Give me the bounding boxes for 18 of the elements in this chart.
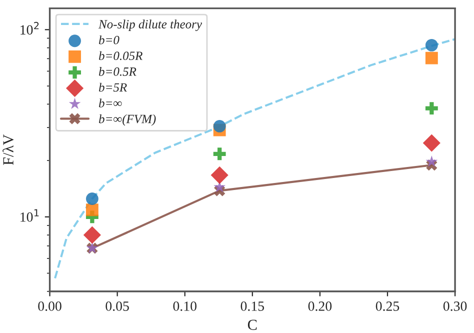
x-tick-label: 0.10 (173, 302, 196, 311)
legend-label: b=5R (98, 82, 127, 92)
x-tick-label: 0.30 (443, 302, 467, 311)
x-axis-title: C (248, 320, 257, 330)
x-tick-label: 0.00 (38, 302, 62, 311)
legend-label: b=∞(FVM) (98, 114, 156, 126)
legend-label: No-slip dilute theory (98, 20, 202, 32)
x-tick-label: 0.25 (376, 302, 400, 311)
x-tick-label: 0.20 (308, 302, 332, 311)
legend-label: b=0.5R (98, 67, 136, 76)
legend-label: b=0.05R (98, 51, 143, 60)
x-tick-label: 0.15 (240, 302, 264, 311)
y-axis-title: F/λV (2, 134, 14, 165)
y-tick-label: 10$^{1}$ (20, 209, 39, 222)
legend-label: b=∞ (98, 98, 122, 108)
legend-label: b=0 (98, 35, 120, 44)
x-tick-label: 0.05 (106, 302, 129, 311)
y-tick-label: 10$^{2}$ (20, 22, 39, 35)
